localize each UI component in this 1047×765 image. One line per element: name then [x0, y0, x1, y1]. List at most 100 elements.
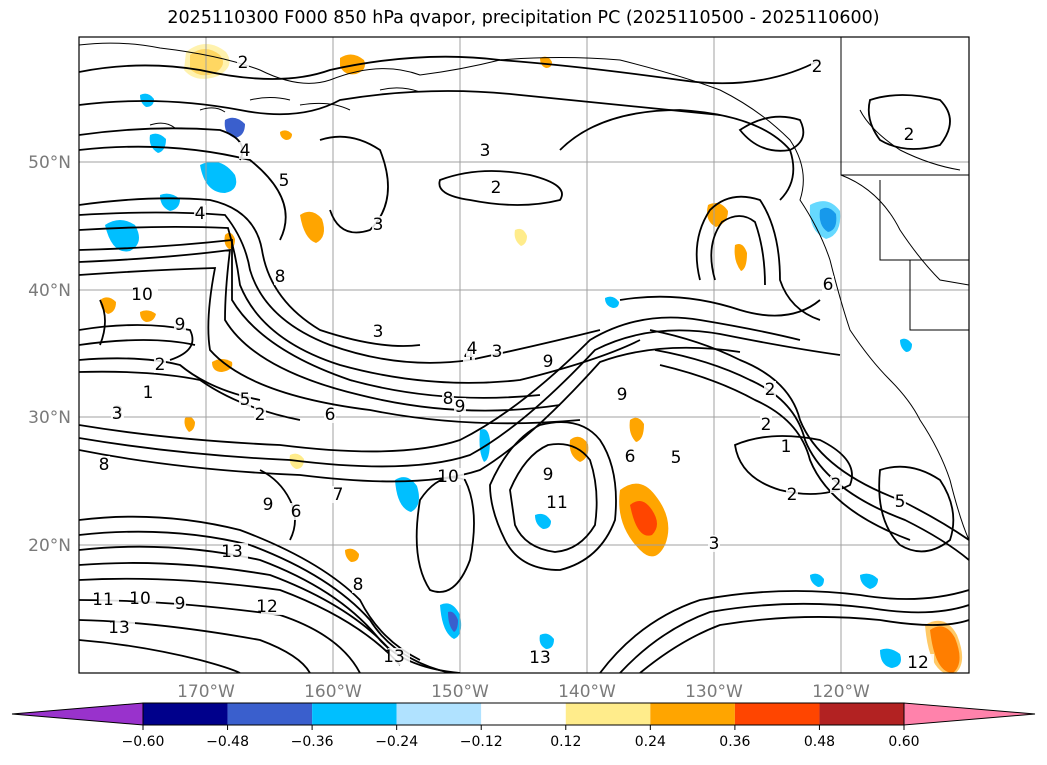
contour-label: 9 — [263, 495, 274, 515]
lon-label: 160°W — [304, 682, 362, 702]
contour-label-bg — [822, 276, 834, 293]
contour-label: 9 — [617, 385, 628, 405]
lon-label: 130°W — [685, 682, 743, 702]
contour-label-bg — [352, 576, 364, 593]
contour-label-bg — [237, 54, 249, 71]
contour-label-bg — [111, 405, 123, 422]
contour-label-bg — [239, 142, 251, 159]
contour-label-bg — [479, 142, 491, 159]
map-title: 2025110300 F000 850 hPa qvapor, precipit… — [167, 8, 880, 28]
contour-label-bg — [136, 286, 158, 303]
lon-label: 170°W — [177, 682, 235, 702]
colorbar-extend-low — [11, 702, 144, 726]
contour-label: 5 — [895, 492, 906, 512]
lat-label: 50°N — [28, 153, 71, 173]
contour-label-bg — [372, 323, 384, 340]
contour-label-bg — [274, 268, 286, 285]
coastlines — [79, 37, 969, 541]
contour-label: 6 — [823, 275, 834, 295]
contour-label-bg — [830, 476, 842, 493]
colorbar-tick-label: −0.48 — [206, 734, 249, 750]
contour-label: 7 — [333, 485, 344, 505]
contour-label-bg — [388, 648, 410, 665]
contour-label-bg — [324, 406, 336, 423]
contour-label: 2 — [904, 125, 915, 145]
map-area — [79, 37, 969, 673]
contour-label-bg — [226, 543, 248, 560]
contour-label-bg — [262, 496, 274, 513]
colorbar-tick-label: 0.60 — [888, 734, 919, 750]
contour-label: 3 — [480, 141, 491, 161]
contour-label-bg — [454, 398, 466, 415]
contour-label: 2 — [831, 475, 842, 495]
contour-label: 5 — [279, 171, 290, 191]
contour-label: 11 — [92, 590, 114, 610]
contour-label: 9 — [543, 352, 554, 372]
colorbar-extend-high — [903, 702, 1036, 726]
colorbar: −0.60 −0.48 −0.36 −0.24 −0.12 0.12 0.24 0.36 0.4… — [11, 702, 1036, 750]
contour-label-bg — [113, 619, 135, 636]
contour-label-bg — [154, 356, 166, 373]
contour-label: 13 — [529, 648, 551, 668]
contour-label: 4 — [195, 204, 206, 224]
contour-label-bg — [174, 595, 186, 612]
map-frame — [78, 36, 970, 674]
contour-label-bg — [903, 126, 915, 143]
contour-label-bg — [670, 449, 682, 466]
contour-label-bg — [239, 391, 251, 408]
contour-label: 13 — [383, 647, 405, 667]
colorbar-segment — [819, 703, 904, 725]
contour-label-bg — [551, 494, 573, 511]
contour-label: 2 — [155, 355, 166, 375]
precip-negative-areas — [105, 93, 912, 668]
colorbar-tick-label: 0.36 — [719, 734, 750, 750]
longitude-labels: 170°W 160°W 150°W 140°W 130°W 120°W — [177, 682, 870, 702]
contour-label-bg — [174, 316, 186, 333]
lat-label: 40°N — [28, 281, 71, 301]
contour-label: 2 — [491, 178, 502, 198]
lon-label: 120°W — [812, 682, 870, 702]
contour-label-bg — [290, 503, 302, 520]
contour-label-bg — [134, 590, 156, 607]
lat-label: 30°N — [28, 408, 71, 428]
latitude-labels: 50°N 40°N 30°N 20°N — [28, 153, 71, 556]
contour-label-bg — [261, 598, 283, 615]
colorbar-tick-label: −0.60 — [122, 734, 165, 750]
contour-label-bg — [442, 468, 464, 485]
colorbar-segment — [312, 703, 397, 725]
contour-label-bg — [764, 381, 776, 398]
contour-label: 8 — [443, 389, 454, 409]
contour-label-bg — [97, 591, 119, 608]
contour-label: 12 — [256, 597, 278, 617]
contour-label: 3 — [373, 322, 384, 342]
contour-label-bg — [142, 384, 154, 401]
colorbar-segment — [650, 703, 735, 725]
contour-label-bg — [708, 535, 720, 552]
contour-label-bg — [542, 466, 554, 483]
colorbar-tick-label: −0.12 — [460, 734, 503, 750]
contour-label: 2 — [761, 415, 772, 435]
lat-label: 20°N — [28, 536, 71, 556]
contour-label: 5 — [240, 390, 251, 410]
contour-label: 4 — [467, 339, 478, 359]
contour-label: 6 — [625, 447, 636, 467]
contour-label: 10 — [131, 285, 153, 305]
colorbar-segment — [227, 703, 313, 725]
contour-label: 2 — [787, 485, 798, 505]
contour-label: 3 — [492, 342, 503, 362]
contour-label: 8 — [275, 267, 286, 287]
contour-label-bg — [442, 390, 454, 407]
contour-label-bg — [278, 172, 290, 189]
contour-label-bg — [491, 343, 503, 360]
colorbar-frame — [142, 702, 905, 726]
contour-label: 9 — [543, 465, 554, 485]
colorbar-tick-label: −0.24 — [375, 734, 418, 750]
lon-label: 140°W — [558, 682, 616, 702]
contour-label: 3 — [709, 534, 720, 554]
contour-label: 3 — [373, 215, 384, 235]
contour-label: 2 — [238, 53, 249, 73]
contour-label: 2 — [255, 405, 266, 425]
contour-label: 9 — [175, 594, 186, 614]
contour-label-bg — [780, 438, 792, 455]
contour-label: 10 — [437, 467, 459, 487]
